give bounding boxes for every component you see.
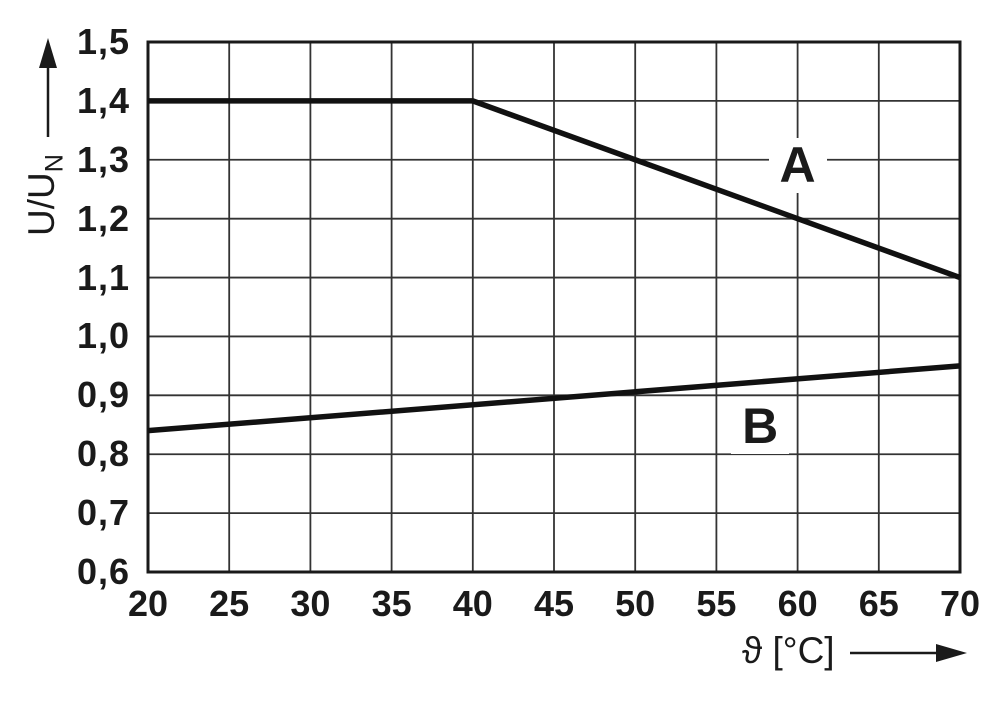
y-axis-label-main: U/U: [21, 172, 62, 236]
y-tick-label: 1,3: [76, 138, 130, 180]
x-tick-label: 65: [858, 583, 899, 624]
curve-a: [148, 98, 961, 281]
y-axis-tick-labels: 1,5 1,4 1,3 1,2 1,1 1,0 0,9 0,8 0,7 0,6: [0, 0, 130, 703]
y-axis-arrow-icon: [39, 38, 57, 68]
y-tick-label: 1,4: [76, 79, 130, 121]
y-tick-label: 1,2: [76, 197, 130, 239]
x-tick-label: 30: [290, 583, 331, 624]
y-tick-label: 1,5: [76, 21, 130, 62]
y-tick-label: 0,8: [76, 433, 130, 475]
y-axis-label: U/UN: [20, 123, 68, 267]
y-tick-label: 0,9: [76, 374, 130, 416]
x-tick-label: 35: [371, 583, 412, 624]
x-tick-label: 70: [939, 583, 981, 624]
y-tick-label: 1,1: [76, 256, 130, 298]
plot-border: [146, 40, 962, 574]
x-tick-label: 50: [615, 583, 656, 624]
x-tick-label: 40: [452, 583, 493, 624]
curve-b: [147, 363, 961, 434]
x-tick-label: 60: [777, 583, 818, 624]
x-axis-label: ϑ [°C]: [742, 630, 835, 671]
x-tick-label: 25: [209, 583, 250, 624]
y-tick-label: 1,0: [76, 315, 130, 357]
y-tick-label: 0,6: [76, 551, 130, 592]
x-tick-label: 55: [696, 583, 737, 624]
x-axis-tick-labels: 20 25 30 35 40 45 50 55 60 65 70: [0, 584, 1000, 626]
y-tick-label: 0,7: [76, 492, 130, 534]
x-tick-label: 20: [127, 583, 169, 624]
x-axis-arrow-icon: [936, 644, 967, 662]
x-tick-label: 45: [533, 583, 575, 624]
y-axis-label-subscript: N: [40, 154, 69, 173]
